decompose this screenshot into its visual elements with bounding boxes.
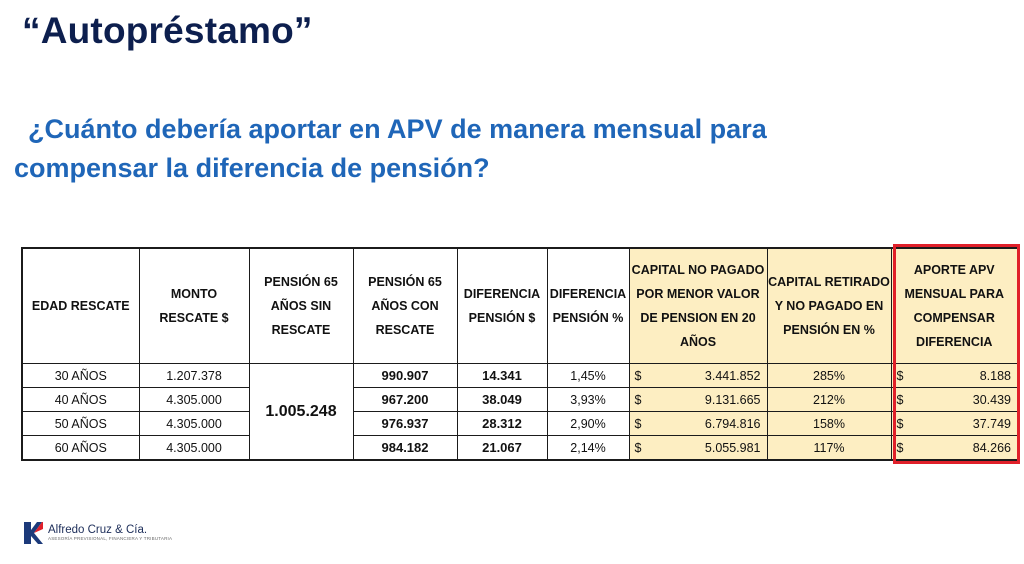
header-line: EDAD RESCATE — [31, 299, 130, 313]
header-line: DIFERENCIA — [549, 287, 627, 301]
currency-symbol: $ — [896, 440, 904, 455]
header-line: CAPITAL RETIRADO — [768, 275, 890, 289]
cell-diferencia-pesos: 28.312 — [456, 411, 548, 436]
header-edad-rescate: EDAD RESCATE — [21, 247, 140, 364]
cell-diferencia-pct: 3,93% — [546, 387, 630, 412]
cell-diferencia-pesos: 14.341 — [456, 363, 548, 388]
header-line: DIFERENCIA — [916, 335, 993, 349]
cell-aporte-apv: $37.749 — [890, 411, 1019, 436]
cell-capital-no-pagado-value: 3.441.852 — [704, 368, 761, 383]
header-line: MONTO — [170, 287, 218, 301]
cell-monto-rescate: 1.207.378 — [138, 363, 250, 388]
header-line: PENSIÓN EN % — [783, 323, 875, 337]
cell-diferencia-pct: 2,90% — [546, 411, 630, 436]
cell-capital-no-pagado-value: 5.055.981 — [704, 440, 761, 455]
cell-diferencia-pesos: 21.067 — [456, 435, 548, 461]
cell-capital-retirado-pct: 158% — [766, 411, 892, 436]
logo-mark-icon — [22, 520, 44, 546]
header-line: DE PENSION EN 20 — [640, 311, 756, 325]
cell-aporte-apv-value: 37.749 — [972, 416, 1011, 431]
company-name: Alfredo Cruz & Cía. — [48, 524, 148, 536]
currency-symbol: $ — [634, 392, 642, 407]
header-line: AÑOS — [679, 335, 717, 349]
company-tagline: ASESORÍA PREVISIONAL, FINANCIERA Y TRIBU… — [48, 536, 173, 541]
cell-aporte-apv: $8.188 — [890, 363, 1019, 388]
cell-aporte-apv: $84.266 — [890, 435, 1019, 461]
cell-pension-sin-rescate: 1.005.248 — [248, 363, 354, 461]
cell-capital-retirado-pct: 285% — [766, 363, 892, 388]
cell-edad-rescate: 50 AÑOS — [21, 411, 140, 436]
cell-edad-rescate: 40 AÑOS — [21, 387, 140, 412]
question-text: ¿Cuánto debería aportar en APV de manera… — [14, 110, 992, 188]
cell-diferencia-pct: 1,45% — [546, 363, 630, 388]
header-line: POR MENOR VALOR — [636, 287, 760, 301]
header-diferencia-pension-pct: DIFERENCIA PENSIÓN % — [546, 247, 630, 364]
slide-title: “Autopréstamo” — [22, 10, 313, 51]
cell-edad-rescate: 30 AÑOS — [21, 363, 140, 388]
cell-pension-con-rescate: 967.200 — [352, 387, 458, 412]
question-line-2: compensar la diferencia de pensión? — [14, 153, 490, 183]
currency-symbol: $ — [896, 416, 904, 431]
header-monto-rescate: MONTO RESCATE $ — [138, 247, 250, 364]
pension-table: EDAD RESCATE MONTO RESCATE $ PENSIÓN 65 AÑOS… — [21, 247, 1019, 461]
header-line: PENSIÓN 65 — [264, 275, 338, 289]
header-line: RESCATE — [375, 323, 435, 337]
cell-capital-retirado-pct: 212% — [766, 387, 892, 412]
header-line: PENSIÓN 65 — [368, 275, 442, 289]
cell-aporte-apv-value: 30.439 — [972, 392, 1011, 407]
cell-monto-rescate: 4.305.000 — [138, 411, 250, 436]
currency-symbol: $ — [634, 416, 642, 431]
table-body: 30 AÑOS 1.207.378 1.005.248 990.907 14.341 1,… — [21, 363, 1019, 461]
cell-capital-retirado-pct: 117% — [766, 435, 892, 461]
cell-aporte-apv-value: 8.188 — [979, 368, 1011, 383]
question-line-1: ¿Cuánto debería aportar en APV de manera… — [28, 114, 767, 144]
currency-symbol: $ — [634, 440, 642, 455]
cell-capital-no-pagado: $9.131.665 — [628, 387, 768, 412]
table-row: 30 AÑOS 1.207.378 1.005.248 990.907 14.341 1,… — [21, 363, 1019, 461]
currency-symbol: $ — [634, 368, 642, 383]
header-capital-no-pagado: CAPITAL NO PAGADO POR MENOR VALOR DE PENSI… — [628, 247, 768, 364]
header-row: EDAD RESCATE MONTO RESCATE $ PENSIÓN 65 AÑOS… — [21, 247, 1019, 364]
header-diferencia-pension-pesos: DIFERENCIA PENSIÓN $ — [456, 247, 548, 364]
header-line: APORTE APV — [913, 263, 995, 277]
cell-diferencia-pct: 2,14% — [546, 435, 630, 461]
header-line: COMPENSAR — [913, 311, 995, 325]
header-line: RESCATE — [271, 323, 331, 337]
header-line: AÑOS SIN — [270, 299, 332, 313]
header-line: AÑOS CON — [371, 299, 439, 313]
header-pension-sin-rescate: PENSIÓN 65 AÑOS SIN RESCATE — [248, 247, 354, 364]
table-row: 60 AÑOS 4.305.000 984.182 21.067 2,14% $5.055… — [21, 435, 1019, 461]
header-line: PENSIÓN % — [552, 311, 624, 325]
company-logo: Alfredo Cruz & Cía. ASESORÍA PREVISIONAL… — [22, 520, 172, 546]
header-line: PENSIÓN $ — [468, 311, 536, 325]
cell-edad-rescate: 60 AÑOS — [21, 435, 140, 461]
cell-diferencia-pesos: 38.049 — [456, 387, 548, 412]
header-line: RESCATE $ — [159, 311, 229, 325]
cell-capital-no-pagado: $3.441.852 — [628, 363, 768, 388]
cell-pension-con-rescate: 990.907 — [352, 363, 458, 388]
cell-pension-con-rescate: 984.182 — [352, 435, 458, 461]
cell-monto-rescate: 4.305.000 — [138, 435, 250, 461]
header-line: DIFERENCIA — [463, 287, 541, 301]
header-line: CAPITAL NO PAGADO — [631, 263, 765, 277]
cell-pension-con-rescate: 976.937 — [352, 411, 458, 436]
header-aporte-apv: APORTE APV MENSUAL PARA COMPENSAR DIFERENCI… — [890, 247, 1019, 364]
cell-capital-no-pagado-value: 9.131.665 — [704, 392, 761, 407]
cell-monto-rescate: 4.305.000 — [138, 387, 250, 412]
header-pension-con-rescate: PENSIÓN 65 AÑOS CON RESCATE — [352, 247, 458, 364]
header-line: MENSUAL PARA — [904, 287, 1005, 301]
currency-symbol: $ — [896, 392, 904, 407]
header-line: Y NO PAGADO EN — [774, 299, 884, 313]
table-row: 40 AÑOS 4.305.000 967.200 38.049 3,93% $9.131… — [21, 387, 1019, 412]
currency-symbol: $ — [896, 368, 904, 383]
cell-aporte-apv: $30.439 — [890, 387, 1019, 412]
cell-capital-no-pagado: $5.055.981 — [628, 435, 768, 461]
cell-aporte-apv-value: 84.266 — [972, 440, 1011, 455]
header-capital-retirado: CAPITAL RETIRADO Y NO PAGADO EN PENSIÓN EN… — [766, 247, 892, 364]
cell-capital-no-pagado: $6.794.816 — [628, 411, 768, 436]
table-row: 50 AÑOS 4.305.000 976.937 28.312 2,90% $6.794… — [21, 411, 1019, 436]
cell-capital-no-pagado-value: 6.794.816 — [704, 416, 761, 431]
